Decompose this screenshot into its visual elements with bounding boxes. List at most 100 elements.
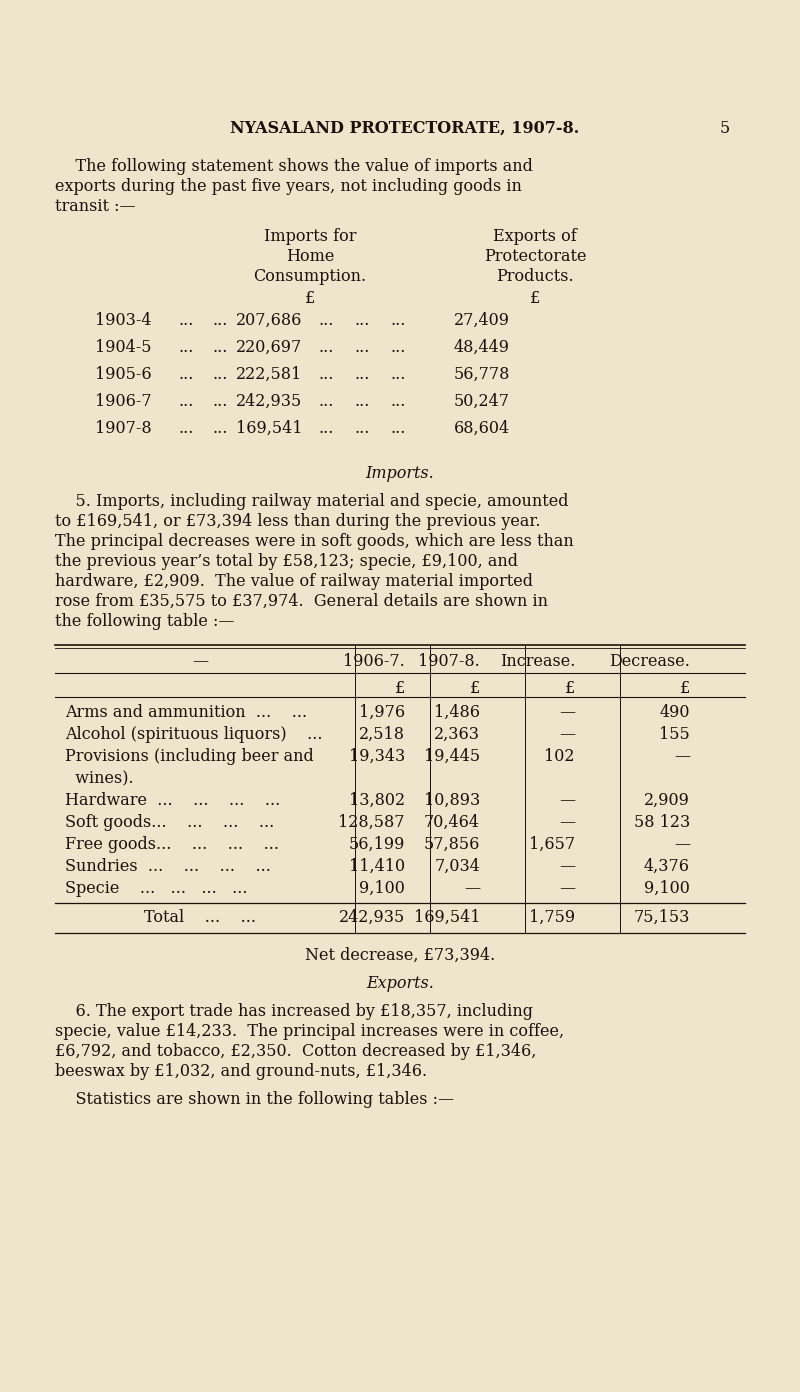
- Text: £: £: [305, 290, 315, 308]
- Text: ...: ...: [213, 340, 228, 356]
- Text: ...: ...: [355, 393, 370, 411]
- Text: 19,343: 19,343: [349, 748, 405, 766]
- Text: —: —: [559, 704, 575, 721]
- Text: Sundries  ...    ...    ...    ...: Sundries ... ... ... ...: [65, 857, 271, 876]
- Text: 1906-7: 1906-7: [95, 393, 152, 411]
- Text: —: —: [559, 880, 575, 896]
- Text: —: —: [192, 653, 208, 670]
- Text: 58 123: 58 123: [634, 814, 690, 831]
- Text: Imports for: Imports for: [264, 228, 356, 245]
- Text: —: —: [559, 857, 575, 876]
- Text: £: £: [470, 681, 480, 697]
- Text: Statistics are shown in the following tables :—: Statistics are shown in the following ta…: [55, 1091, 454, 1108]
- Text: transit :—: transit :—: [55, 198, 136, 214]
- Text: —: —: [674, 837, 690, 853]
- Text: ...: ...: [213, 420, 228, 437]
- Text: Soft goods...    ...    ...    ...: Soft goods... ... ... ...: [65, 814, 274, 831]
- Text: £: £: [680, 681, 690, 697]
- Text: 68,604: 68,604: [454, 420, 510, 437]
- Text: 1905-6: 1905-6: [95, 366, 152, 383]
- Text: rose from £35,575 to £37,974.  General details are shown in: rose from £35,575 to £37,974. General de…: [55, 593, 548, 610]
- Text: ...: ...: [390, 340, 406, 356]
- Text: 13,802: 13,802: [349, 792, 405, 809]
- Text: 2,363: 2,363: [434, 727, 480, 743]
- Text: ...: ...: [178, 312, 194, 329]
- Text: 5. Imports, including railway material and specie, amounted: 5. Imports, including railway material a…: [55, 493, 569, 509]
- Text: —: —: [464, 880, 480, 896]
- Text: 2,909: 2,909: [644, 792, 690, 809]
- Text: Specie    ...   ...   ...   ...: Specie ... ... ... ...: [65, 880, 247, 896]
- Text: —: —: [559, 792, 575, 809]
- Text: ...: ...: [178, 420, 194, 437]
- Text: —: —: [559, 814, 575, 831]
- Text: 102: 102: [545, 748, 575, 766]
- Text: 56,778: 56,778: [454, 366, 510, 383]
- Text: ...: ...: [178, 366, 194, 383]
- Text: 2,518: 2,518: [359, 727, 405, 743]
- Text: 50,247: 50,247: [454, 393, 510, 411]
- Text: ...: ...: [355, 420, 370, 437]
- Text: 128,587: 128,587: [338, 814, 405, 831]
- Text: wines).: wines).: [65, 770, 134, 786]
- Text: the previous year’s total by £58,123; specie, £9,100, and: the previous year’s total by £58,123; sp…: [55, 553, 518, 569]
- Text: 1904-5: 1904-5: [95, 340, 151, 356]
- Text: 9,100: 9,100: [359, 880, 405, 896]
- Text: Protectorate: Protectorate: [484, 248, 586, 264]
- Text: 169,541: 169,541: [235, 420, 302, 437]
- Text: ...: ...: [318, 312, 334, 329]
- Text: ...: ...: [390, 312, 406, 329]
- Text: ...: ...: [355, 366, 370, 383]
- Text: ...: ...: [318, 420, 334, 437]
- Text: ...: ...: [213, 366, 228, 383]
- Text: ...: ...: [213, 393, 228, 411]
- Text: 1907-8.: 1907-8.: [418, 653, 480, 670]
- Text: 1,657: 1,657: [529, 837, 575, 853]
- Text: 7,034: 7,034: [434, 857, 480, 876]
- Text: Products.: Products.: [496, 269, 574, 285]
- Text: 57,856: 57,856: [424, 837, 480, 853]
- Text: 75,153: 75,153: [634, 909, 690, 926]
- Text: 1,976: 1,976: [359, 704, 405, 721]
- Text: 19,445: 19,445: [424, 748, 480, 766]
- Text: ...: ...: [318, 393, 334, 411]
- Text: 10,893: 10,893: [424, 792, 480, 809]
- Text: ...: ...: [178, 393, 194, 411]
- Text: 70,464: 70,464: [424, 814, 480, 831]
- Text: 48,449: 48,449: [454, 340, 510, 356]
- Text: Consumption.: Consumption.: [254, 269, 366, 285]
- Text: £6,792, and tobacco, £2,350.  Cotton decreased by £1,346,: £6,792, and tobacco, £2,350. Cotton decr…: [55, 1043, 536, 1059]
- Text: the following table :—: the following table :—: [55, 612, 234, 631]
- Text: Imports.: Imports.: [366, 465, 434, 482]
- Text: ...: ...: [355, 340, 370, 356]
- Text: The principal decreases were in soft goods, which are less than: The principal decreases were in soft goo…: [55, 533, 574, 550]
- Text: £: £: [565, 681, 575, 697]
- Text: 1903-4: 1903-4: [95, 312, 151, 329]
- Text: 155: 155: [659, 727, 690, 743]
- Text: Hardware  ...    ...    ...    ...: Hardware ... ... ... ...: [65, 792, 280, 809]
- Text: Total    ...    ...: Total ... ...: [144, 909, 256, 926]
- Text: 242,935: 242,935: [338, 909, 405, 926]
- Text: Increase.: Increase.: [500, 653, 575, 670]
- Text: ...: ...: [390, 366, 406, 383]
- Text: Arms and ammunition  ...    ...: Arms and ammunition ... ...: [65, 704, 307, 721]
- Text: exports during the past five years, not including goods in: exports during the past five years, not …: [55, 178, 522, 195]
- Text: 27,409: 27,409: [454, 312, 510, 329]
- Text: to £169,541, or £73,394 less than during the previous year.: to £169,541, or £73,394 less than during…: [55, 514, 541, 530]
- Text: 1906-7.: 1906-7.: [343, 653, 405, 670]
- Text: ...: ...: [318, 366, 334, 383]
- Text: £: £: [530, 290, 540, 308]
- Text: 5: 5: [720, 120, 730, 136]
- Text: 490: 490: [659, 704, 690, 721]
- Text: 56,199: 56,199: [349, 837, 405, 853]
- Text: 6. The export trade has increased by £18,357, including: 6. The export trade has increased by £18…: [55, 1004, 533, 1020]
- Text: 207,686: 207,686: [236, 312, 302, 329]
- Text: NYASALAND PROTECTORATE, 1907-8.: NYASALAND PROTECTORATE, 1907-8.: [230, 120, 579, 136]
- Text: 11,410: 11,410: [349, 857, 405, 876]
- Text: 220,697: 220,697: [236, 340, 302, 356]
- Text: Exports of: Exports of: [493, 228, 577, 245]
- Text: 9,100: 9,100: [644, 880, 690, 896]
- Text: The following statement shows the value of imports and: The following statement shows the value …: [55, 159, 533, 175]
- Text: £: £: [394, 681, 405, 697]
- Text: 222,581: 222,581: [236, 366, 302, 383]
- Text: ...: ...: [355, 312, 370, 329]
